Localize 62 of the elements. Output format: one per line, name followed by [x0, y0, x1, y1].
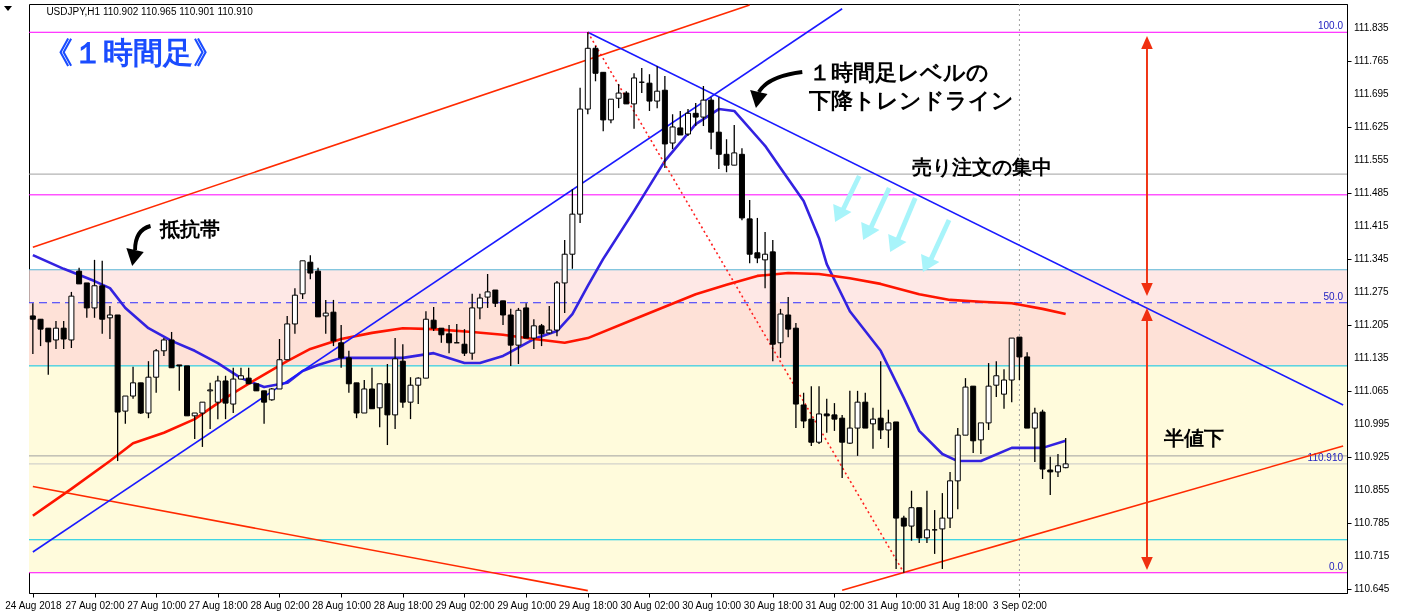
y-tick-label: 110.645	[1354, 582, 1390, 594]
x-tick-label: 29 Aug 18:00	[558, 599, 619, 611]
candlestick	[685, 108, 691, 137]
annotation: 下降トレンドライン	[808, 88, 1015, 113]
candlestick	[52, 320, 59, 350]
y-tick-label: 111.765	[1354, 55, 1390, 67]
candlestick	[500, 300, 507, 326]
candlestick	[207, 382, 214, 430]
candlestick	[923, 490, 930, 544]
candlestick	[1062, 437, 1069, 469]
annotation: 抵抗帯	[159, 218, 221, 240]
x-tick-label: 28 Aug 02:00	[250, 599, 310, 611]
y-tick-label: 111.205	[1354, 318, 1390, 330]
x-tick-label: 28 Aug 18:00	[373, 599, 434, 611]
candlestick	[130, 366, 137, 400]
candlestick	[1001, 368, 1008, 410]
y-tick-label: 111.135	[1354, 351, 1390, 363]
y-tick-label: 111.485	[1354, 186, 1390, 198]
ref-line-label: 110.910	[1307, 451, 1344, 463]
candlestick	[869, 407, 876, 450]
y-tick-label: 111.065	[1354, 384, 1390, 396]
x-tick-label: 28 Aug 10:00	[312, 599, 372, 611]
chart-subtitle: USDJPY,H1 110.902 110.965 110.901 110.910	[46, 6, 254, 17]
candlestick	[931, 509, 938, 555]
y-tick-label: 111.835	[1354, 22, 1390, 34]
y-tick-label: 111.695	[1354, 88, 1390, 99]
annotation: 50.0	[1323, 290, 1344, 302]
y-tick-label: 111.625	[1354, 120, 1390, 132]
x-tick-label: 31 Aug 10:00	[867, 599, 927, 611]
y-tick-label: 111.415	[1354, 219, 1390, 231]
y-tick-label: 110.715	[1354, 549, 1390, 561]
annotation: 100.0	[1317, 20, 1344, 32]
y-tick-label: 111.345	[1354, 252, 1390, 264]
y-tick-label: 110.925	[1354, 450, 1390, 462]
y-tick-label: 111.555	[1354, 153, 1390, 165]
y-tick-label: 110.855	[1354, 483, 1390, 495]
candlestick	[1054, 453, 1061, 478]
candlestick	[338, 324, 345, 369]
x-tick-label: 27 Aug 02:00	[65, 599, 125, 611]
text: 《１時間足》	[42, 36, 223, 69]
candlestick	[237, 367, 244, 380]
candlestick	[368, 367, 375, 410]
candlestick	[607, 98, 614, 124]
x-tick-label: 30 Aug 02:00	[620, 599, 680, 611]
annotation: １時間足レベルの	[809, 60, 990, 85]
x-tick-label: 29 Aug 02:00	[435, 599, 495, 611]
y-tick-label: 110.995	[1354, 417, 1390, 429]
x-tick-label: 24 Aug 2018	[5, 599, 62, 611]
x-tick-label: 27 Aug 10:00	[127, 599, 187, 611]
annotation: 売り注文の集中	[912, 156, 1053, 178]
y-tick-label: 110.785	[1354, 516, 1390, 528]
x-tick-label: 3 Sep 02:00	[992, 599, 1048, 611]
x-tick-label: 30 Aug 10:00	[682, 599, 742, 611]
x-tick-label: 27 Aug 18:00	[188, 599, 249, 611]
annotation: 半値下	[1162, 427, 1224, 449]
x-tick-label: 31 Aug 02:00	[805, 599, 865, 611]
annotation: 0.0	[1329, 560, 1344, 572]
line-series	[31, 271, 1067, 518]
x-tick-label: 31 Aug 18:00	[928, 599, 989, 611]
y-tick-label: 111.275	[1354, 285, 1390, 297]
x-tick-label: 30 Aug 18:00	[743, 599, 804, 611]
x-tick-label: 29 Aug 10:00	[497, 599, 557, 611]
